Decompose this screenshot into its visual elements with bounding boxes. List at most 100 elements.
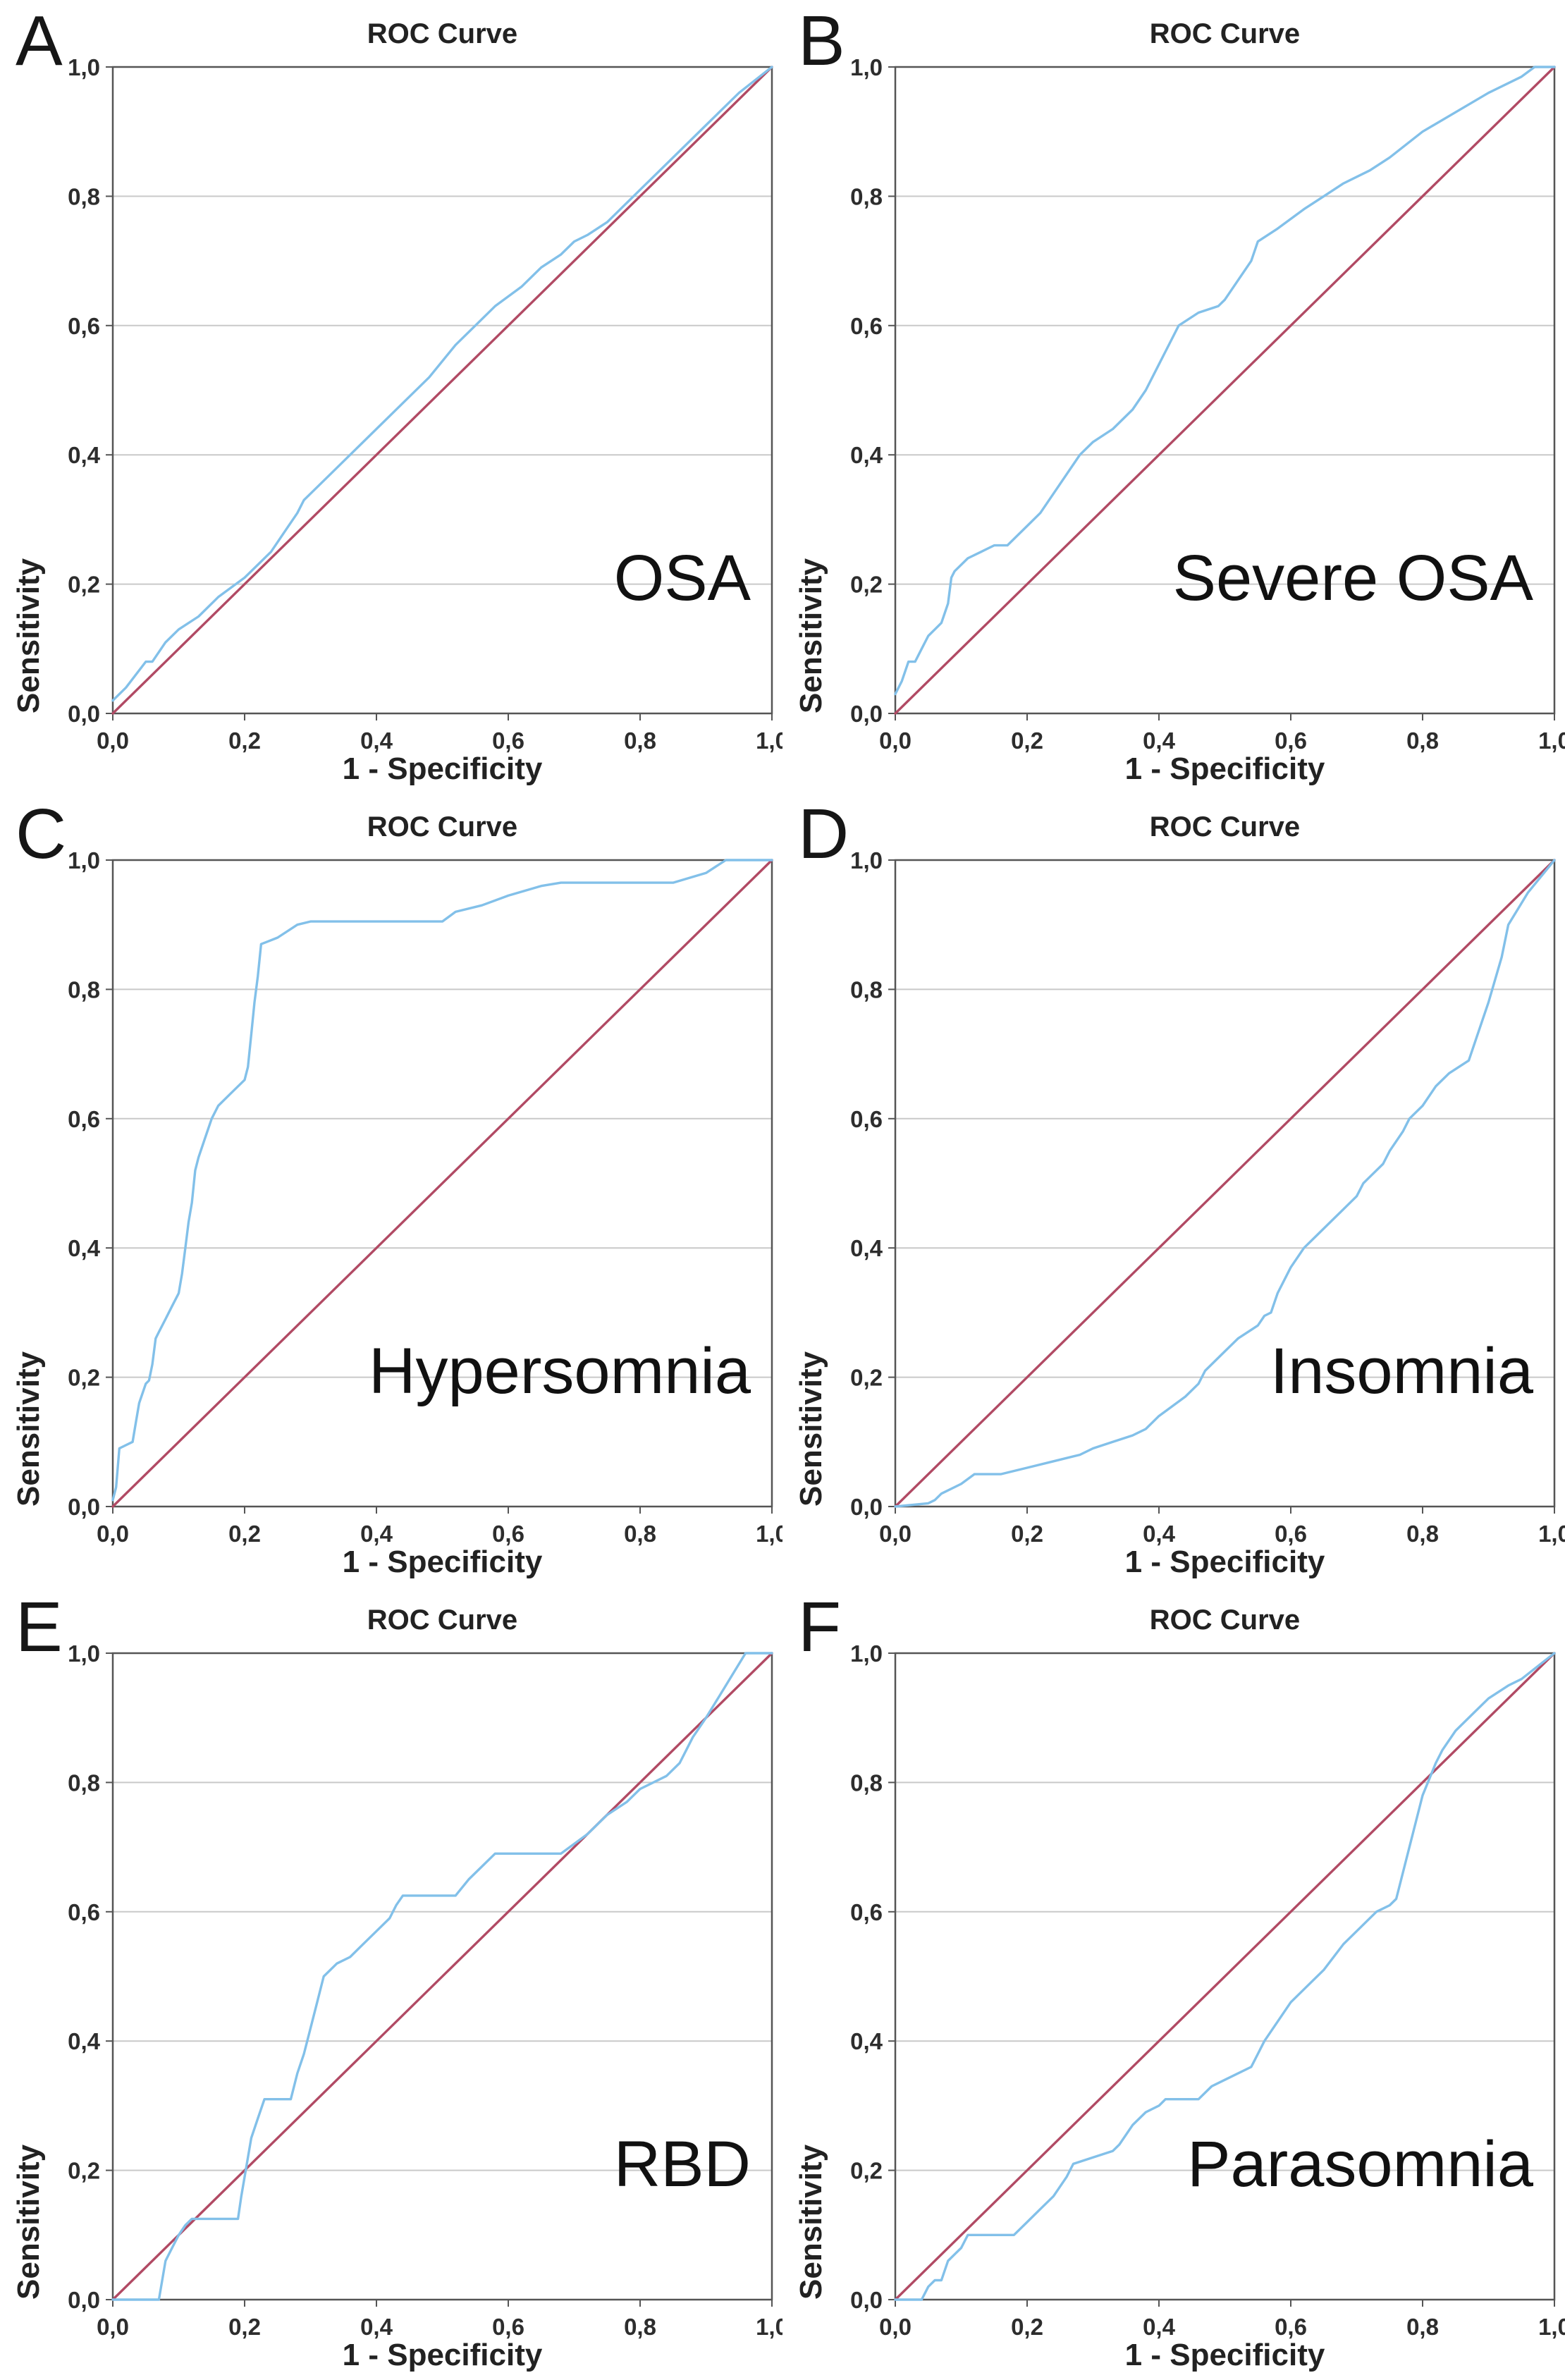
svg-text:0,2: 0,2 xyxy=(68,572,100,598)
roc-plot: 0,00,0 0,2 0,2 0,4 0,4 0,6 0,6 0,8 0,8 1,0 1,0 xyxy=(850,54,1565,754)
chart-title: ROC Curve xyxy=(1149,18,1301,49)
roc-panel-a: A ROC Curve Sensitivity 0,0 0,0 0,2 0,2 0,4 0… xyxy=(0,0,782,793)
svg-text:0,8: 0,8 xyxy=(624,2314,656,2340)
svg-text:1,0: 1,0 xyxy=(1538,1521,1565,1547)
svg-text:0,4: 0,4 xyxy=(850,2028,883,2054)
svg-text:1,0: 1,0 xyxy=(756,1521,782,1547)
svg-text:0,8: 0,8 xyxy=(624,728,656,754)
svg-text:0,0: 0,0 xyxy=(850,1494,883,1520)
condition-label: OSA xyxy=(613,542,751,614)
svg-text:0,0: 0,0 xyxy=(879,2314,912,2340)
panel-letter-a: A xyxy=(16,1,63,80)
svg-text:1,0: 1,0 xyxy=(756,728,782,754)
svg-text:0,4: 0,4 xyxy=(68,442,101,468)
panel-letter-b: B xyxy=(798,1,845,80)
svg-text:0,2: 0,2 xyxy=(1011,1521,1043,1547)
svg-text:0,2: 0,2 xyxy=(1011,2314,1043,2340)
x-axis-label: 1 - Specificity xyxy=(1124,752,1325,786)
svg-text:0,0: 0,0 xyxy=(68,701,100,727)
svg-text:0,2: 0,2 xyxy=(68,2158,100,2184)
svg-text:0,6: 0,6 xyxy=(492,2314,524,2340)
svg-text:1,0: 1,0 xyxy=(68,847,100,873)
svg-text:0,4: 0,4 xyxy=(1143,728,1176,754)
svg-text:0,2: 0,2 xyxy=(1011,728,1043,754)
svg-text:1,0: 1,0 xyxy=(850,54,883,80)
roc-plot: 0,00,0 0,2 0,2 0,4 0,4 0,6 0,6 0,8 0,8 1,0 1,0 xyxy=(68,54,782,754)
svg-text:0,0: 0,0 xyxy=(97,2314,129,2340)
chart-title: ROC Curve xyxy=(367,1605,518,1636)
roc-plot: 0,00,0 0,2 0,2 0,4 0,4 0,6 0,6 0,8 0,8 1,0 1,0 xyxy=(850,847,1565,1547)
svg-text:0,8: 0,8 xyxy=(624,1521,656,1547)
svg-text:0,2: 0,2 xyxy=(68,1365,100,1391)
svg-text:0,0: 0,0 xyxy=(879,728,912,754)
svg-text:0,0: 0,0 xyxy=(850,2287,883,2313)
svg-text:0,6: 0,6 xyxy=(850,1899,883,1925)
svg-text:0,4: 0,4 xyxy=(68,1235,101,1261)
svg-text:0,6: 0,6 xyxy=(850,313,883,339)
svg-text:0,8: 0,8 xyxy=(68,1769,100,1796)
svg-text:0,8: 0,8 xyxy=(68,976,100,1002)
svg-text:0,0: 0,0 xyxy=(850,701,883,727)
panel-letter-c: C xyxy=(16,795,67,873)
chart-title: ROC Curve xyxy=(1149,811,1301,842)
svg-text:0,6: 0,6 xyxy=(492,728,524,754)
condition-label: Severe OSA xyxy=(1172,542,1533,614)
svg-text:0,2: 0,2 xyxy=(228,2314,261,2340)
condition-label: Hypersomnia xyxy=(369,1335,751,1407)
condition-label: Insomnia xyxy=(1270,1335,1533,1407)
roc-panel-b: B ROC Curve Sensitivity 0,0 0,0 0,2 0,2 0,4 0… xyxy=(782,0,1565,793)
svg-text:0,2: 0,2 xyxy=(850,2158,883,2184)
x-axis-label: 1 - Specificity xyxy=(1124,1545,1325,1579)
x-axis-label: 1 - Specificity xyxy=(1124,2338,1325,2372)
svg-text:1,0: 1,0 xyxy=(850,847,883,873)
roc-plot: 0,00,0 0,2 0,2 0,4 0,4 0,6 0,6 0,8 0,8 1,0 1,0 xyxy=(68,847,782,1547)
svg-text:1,0: 1,0 xyxy=(68,1640,100,1667)
svg-text:0,4: 0,4 xyxy=(68,2028,101,2054)
chart-title: ROC Curve xyxy=(1149,1605,1301,1636)
x-axis-label: 1 - Specificity xyxy=(342,2338,543,2372)
svg-text:0,6: 0,6 xyxy=(68,313,100,339)
svg-text:0,4: 0,4 xyxy=(360,728,393,754)
panel-letter-e: E xyxy=(16,1588,63,1667)
roc-plot: 0,00,0 0,2 0,2 0,4 0,4 0,6 0,6 0,8 0,8 1,0 1,0 xyxy=(850,1640,1565,2340)
svg-text:0,4: 0,4 xyxy=(850,442,883,468)
svg-text:0,4: 0,4 xyxy=(1143,2314,1176,2340)
roc-panel-e: E ROC Curve Sensitivity 0,0 0,0 0,2 0,2 0,4 0… xyxy=(0,1586,782,2379)
svg-text:0,2: 0,2 xyxy=(228,1521,261,1547)
svg-text:0,0: 0,0 xyxy=(97,728,129,754)
roc-plot: 0,00,0 0,2 0,2 0,4 0,4 0,6 0,6 0,8 0,8 1,0 1,0 xyxy=(68,1640,782,2340)
x-axis-label: 1 - Specificity xyxy=(342,752,543,786)
svg-text:0,6: 0,6 xyxy=(850,1106,883,1132)
svg-text:0,8: 0,8 xyxy=(68,183,100,209)
svg-text:0,6: 0,6 xyxy=(68,1899,100,1925)
svg-text:1,0: 1,0 xyxy=(68,54,100,80)
svg-text:0,6: 0,6 xyxy=(68,1106,100,1132)
chart-title: ROC Curve xyxy=(367,18,518,49)
svg-text:0,8: 0,8 xyxy=(1406,1521,1439,1547)
svg-text:0,4: 0,4 xyxy=(360,2314,393,2340)
svg-text:0,4: 0,4 xyxy=(360,1521,393,1547)
svg-text:0,2: 0,2 xyxy=(850,572,883,598)
svg-text:0,6: 0,6 xyxy=(1275,1521,1307,1547)
svg-text:0,8: 0,8 xyxy=(850,1769,883,1796)
svg-text:0,8: 0,8 xyxy=(1406,2314,1439,2340)
svg-text:1,0: 1,0 xyxy=(1538,728,1565,754)
svg-text:0,8: 0,8 xyxy=(850,183,883,209)
svg-text:0,2: 0,2 xyxy=(228,728,261,754)
roc-panel-f: F ROC Curve Sensitivity 0,0 0,0 0,2 0,2 0,4 0… xyxy=(782,1586,1565,2379)
svg-text:0,0: 0,0 xyxy=(879,1521,912,1547)
svg-text:0,0: 0,0 xyxy=(68,2287,100,2313)
svg-text:1,0: 1,0 xyxy=(850,1640,883,1667)
svg-text:0,0: 0,0 xyxy=(68,1494,100,1520)
svg-text:0,8: 0,8 xyxy=(1406,728,1439,754)
svg-text:0,6: 0,6 xyxy=(1275,728,1307,754)
svg-text:0,4: 0,4 xyxy=(850,1235,883,1261)
svg-text:0,8: 0,8 xyxy=(850,976,883,1002)
svg-text:0,6: 0,6 xyxy=(1275,2314,1307,2340)
roc-panel-c: C ROC Curve Sensitivity 0,0 0,0 0,2 0,2 0,4 0… xyxy=(0,793,782,1586)
panel-letter-f: F xyxy=(798,1588,842,1667)
x-axis-label: 1 - Specificity xyxy=(342,1545,543,1579)
condition-label: Parasomnia xyxy=(1187,2128,1533,2200)
svg-text:0,4: 0,4 xyxy=(1143,1521,1176,1547)
roc-panel-d: D ROC Curve Sensitivity 0,0 0,0 0,2 0,2 0,4 0… xyxy=(782,793,1565,1586)
